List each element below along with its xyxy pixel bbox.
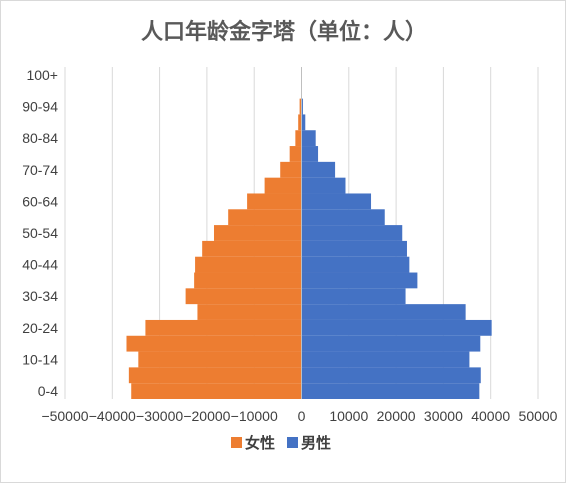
bar-male bbox=[302, 114, 306, 130]
bar-male bbox=[302, 383, 480, 399]
y-tick-label: 40-44 bbox=[22, 257, 58, 273]
legend-swatch bbox=[287, 437, 298, 448]
y-tick-label: 0-4 bbox=[38, 383, 58, 399]
bar-female bbox=[214, 225, 302, 241]
bar-female bbox=[197, 304, 301, 320]
y-tick-label: 10-14 bbox=[22, 351, 58, 367]
y-tick-label: 20-24 bbox=[22, 320, 58, 336]
bar-male bbox=[302, 352, 470, 368]
x-tick-label: −50000 bbox=[41, 408, 88, 424]
bar-female bbox=[129, 367, 302, 383]
y-tick-label: 90-94 bbox=[22, 99, 58, 115]
bar-male bbox=[302, 146, 319, 162]
bar-female bbox=[202, 241, 301, 257]
bar-female bbox=[265, 178, 302, 194]
x-tick-label: 0 bbox=[298, 408, 306, 424]
x-tick-label: −20000 bbox=[183, 408, 230, 424]
x-tick-label: 30000 bbox=[424, 408, 463, 424]
bar-male bbox=[302, 320, 492, 336]
legend-swatch bbox=[231, 437, 242, 448]
x-tick-label: −30000 bbox=[136, 408, 183, 424]
bar-female bbox=[247, 193, 301, 209]
bar-female bbox=[186, 288, 302, 304]
bar-male bbox=[302, 336, 481, 352]
bar-male bbox=[302, 288, 406, 304]
bar-female bbox=[145, 320, 301, 336]
x-tick-label: 40000 bbox=[471, 408, 510, 424]
bar-male bbox=[302, 193, 372, 209]
bar-male bbox=[302, 304, 466, 320]
x-tick-label: −10000 bbox=[231, 408, 278, 424]
bar-female bbox=[280, 162, 301, 178]
legend-label: 男性 bbox=[301, 434, 331, 452]
bar-female bbox=[194, 273, 301, 289]
bar-male bbox=[302, 225, 403, 241]
bar-male bbox=[302, 241, 407, 257]
bars-layer bbox=[126, 67, 491, 399]
bar-male bbox=[302, 367, 481, 383]
bar-male bbox=[302, 273, 418, 289]
y-tick-label: 80-84 bbox=[22, 130, 58, 146]
bar-male bbox=[302, 178, 346, 194]
x-tick-label: 20000 bbox=[377, 408, 416, 424]
bar-female bbox=[228, 209, 301, 225]
x-tick-label: 50000 bbox=[519, 408, 558, 424]
y-tick-label: 60-64 bbox=[22, 193, 58, 209]
y-tick-label: 30-34 bbox=[22, 288, 58, 304]
bar-female bbox=[195, 257, 301, 273]
bar-female bbox=[131, 383, 301, 399]
bar-female bbox=[290, 146, 302, 162]
chart-title: 人口年龄金字塔（单位：人） bbox=[141, 19, 427, 45]
y-tick-label: 100+ bbox=[26, 67, 58, 83]
y-tick-label: 50-54 bbox=[22, 225, 58, 241]
bar-female bbox=[295, 130, 301, 146]
legend-label: 女性 bbox=[245, 434, 275, 452]
bar-male bbox=[302, 257, 410, 273]
bar-female bbox=[126, 336, 301, 352]
bar-female bbox=[138, 352, 301, 368]
x-tick-label: −40000 bbox=[89, 408, 136, 424]
bar-male bbox=[302, 162, 336, 178]
x-tick-label: 10000 bbox=[329, 408, 368, 424]
bar-male bbox=[302, 209, 385, 225]
y-tick-label: 70-74 bbox=[22, 162, 58, 178]
legend: 女性 男性 bbox=[231, 434, 331, 452]
bar-male bbox=[302, 130, 316, 146]
